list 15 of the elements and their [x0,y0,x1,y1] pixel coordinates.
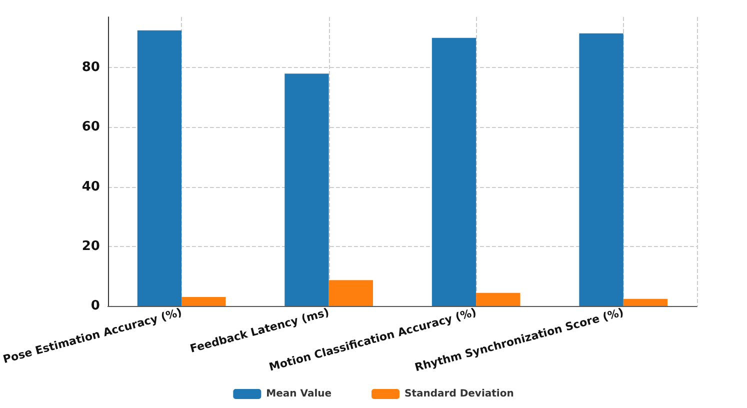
bar [623,298,668,306]
y-tick-label: 80 [82,60,100,76]
bar [182,297,226,306]
legend-label: Standard Deviation [404,388,514,400]
y-tick-label: 40 [82,179,100,194]
legend-label: Mean Value [266,388,332,400]
bar [579,33,624,306]
bar [137,30,182,306]
y-tick-label: 20 [82,238,100,254]
bar [476,292,520,306]
y-tick-label: 0 [90,298,100,314]
bar [328,280,374,306]
y-tick-label: 60 [82,120,100,135]
bar [432,38,476,306]
bar [284,74,329,306]
